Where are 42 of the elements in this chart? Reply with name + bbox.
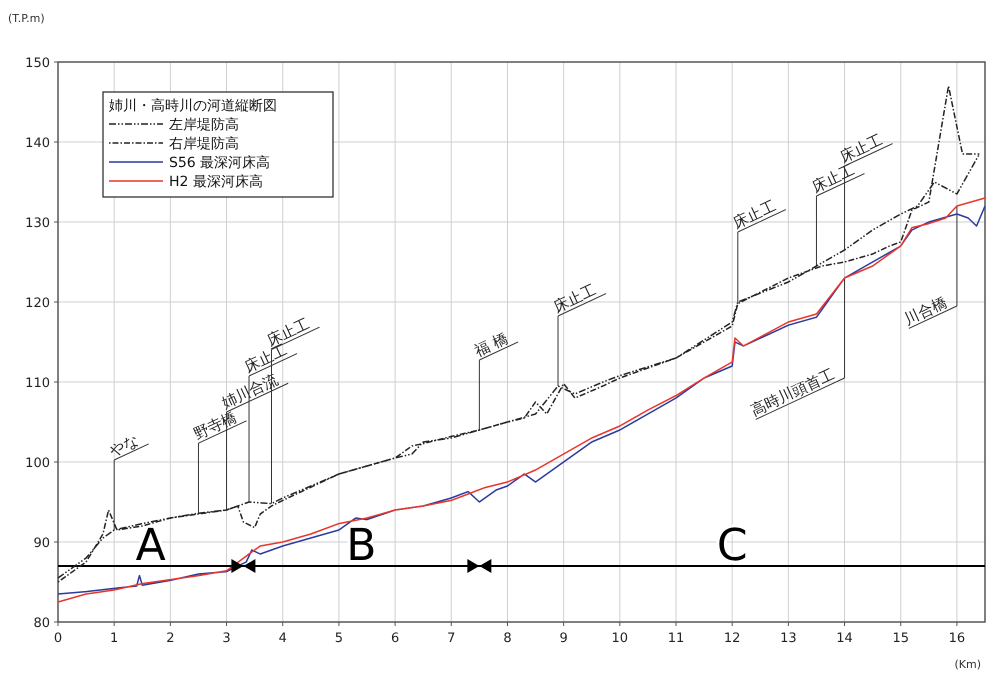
x-tick-label: 2 <box>166 631 175 646</box>
legend-title: 姉川・高時川の河道縦断図 <box>109 98 277 114</box>
annotation: 高時川頭首工 <box>748 365 838 420</box>
x-tick-label: 6 <box>390 631 400 646</box>
y-tick-label: 90 <box>33 536 50 551</box>
x-tick-label: 4 <box>278 631 287 646</box>
x-tick-label: 13 <box>780 631 797 646</box>
annotation: C <box>716 520 748 571</box>
y-tick-label: 80 <box>33 616 50 631</box>
annotation: 福 橋 <box>472 328 511 360</box>
annotation: 川合橋 <box>901 293 950 328</box>
x-tick-label: 9 <box>559 631 568 646</box>
x-tick-label: 14 <box>836 631 853 646</box>
y-tick-label: 120 <box>25 296 50 311</box>
y-axis-title: (T.P.m) <box>8 12 45 25</box>
x-tick-label: 12 <box>724 631 740 646</box>
y-tick-label: 130 <box>25 216 50 231</box>
y-tick-label: 140 <box>25 136 50 151</box>
legend-label: S56 最深河床高 <box>169 155 270 171</box>
annotation: 床止工 <box>730 196 779 232</box>
x-tick-label: 5 <box>334 631 344 646</box>
x-tick-label: 8 <box>503 631 512 646</box>
y-tick-label: 100 <box>25 456 50 471</box>
legend-label: H2 最深河床高 <box>169 174 263 190</box>
x-axis-title: (Km) <box>954 658 981 671</box>
x-tick-label: 3 <box>222 631 231 646</box>
annotation: 床止工 <box>836 130 886 166</box>
x-tick-label: 7 <box>447 631 456 646</box>
y-tick-label: 150 <box>25 56 50 71</box>
x-tick-label: 16 <box>948 631 966 646</box>
x-tick-label: 0 <box>54 631 62 646</box>
y-tick-label: 110 <box>25 376 50 391</box>
x-tick-label: 10 <box>612 631 628 646</box>
annotation: やな <box>106 431 142 460</box>
x-tick-label: 1 <box>110 631 118 646</box>
legend-label: 左岸堤防高 <box>169 117 239 133</box>
legend-label: 右岸堤防高 <box>169 136 239 152</box>
annotation: A <box>136 520 166 571</box>
x-tick-label: 15 <box>892 631 909 646</box>
annotation: 床止工 <box>550 280 599 316</box>
annotation: B <box>346 520 376 571</box>
x-tick-label: 11 <box>668 631 684 646</box>
